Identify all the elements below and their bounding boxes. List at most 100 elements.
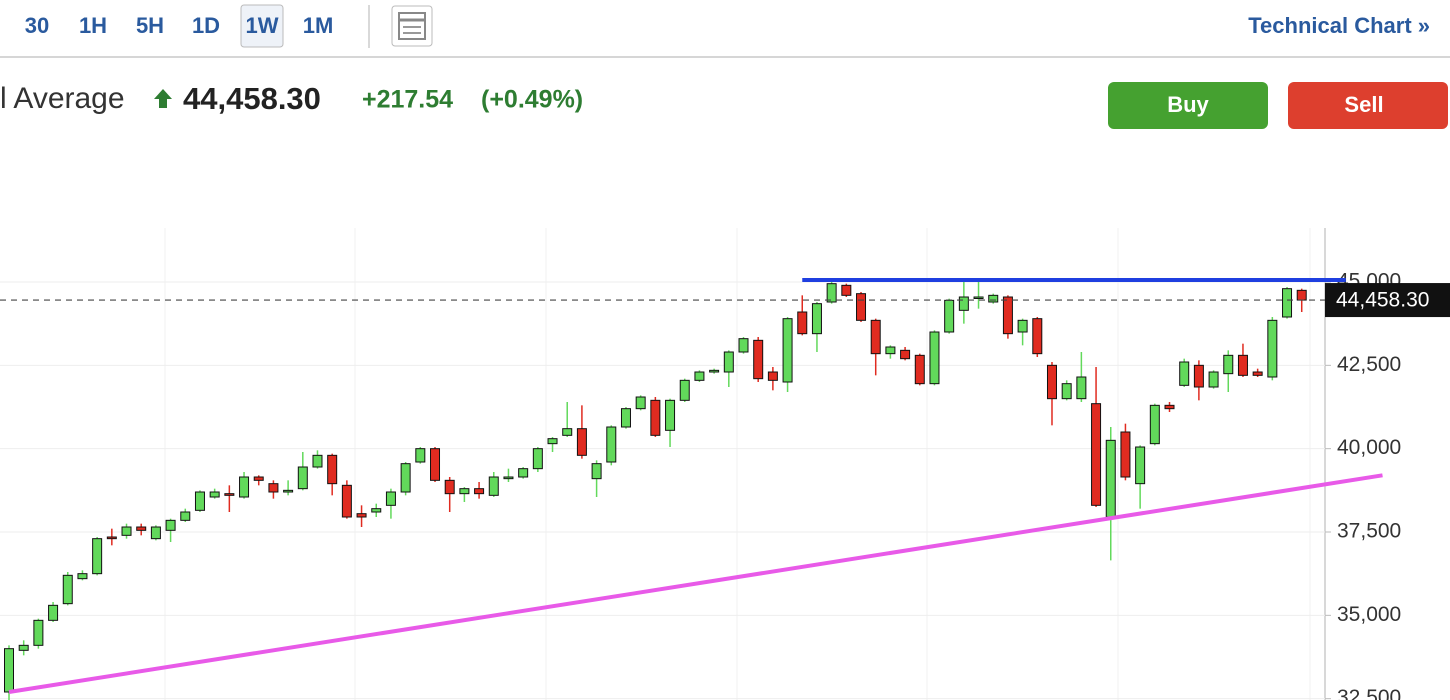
candle-body bbox=[709, 369, 720, 373]
candle-body bbox=[958, 296, 969, 311]
instrument-name: l Average bbox=[0, 82, 125, 115]
candle-body bbox=[797, 311, 808, 335]
buy-label[interactable]: Buy bbox=[1167, 92, 1209, 117]
candle-body bbox=[679, 379, 690, 401]
interval-button[interactable]: 5H bbox=[136, 13, 164, 38]
candle-body bbox=[591, 463, 602, 480]
sell-button[interactable]: Sell bbox=[1288, 82, 1448, 129]
candle-body bbox=[1208, 371, 1219, 388]
candle-body bbox=[1223, 354, 1234, 375]
trendline[interactable] bbox=[8, 473, 1383, 694]
price: 44,458.30 bbox=[183, 81, 321, 116]
candle-body bbox=[415, 448, 426, 463]
candle-body bbox=[1105, 439, 1116, 518]
candle-body bbox=[782, 318, 793, 383]
candle-body bbox=[694, 371, 705, 381]
candle-body bbox=[239, 476, 250, 498]
candle-body bbox=[459, 488, 470, 495]
candle-body bbox=[385, 491, 396, 506]
interval-button[interactable]: 1W bbox=[246, 13, 279, 38]
candle-body bbox=[856, 293, 867, 321]
candle-body bbox=[1076, 376, 1087, 400]
candle-body bbox=[562, 428, 573, 436]
candle-body bbox=[1237, 354, 1248, 376]
candle-body bbox=[77, 573, 88, 580]
last-price-label: 44,458.30 bbox=[1336, 289, 1429, 312]
candle-body bbox=[1282, 288, 1293, 318]
interval-button[interactable]: 1H bbox=[79, 13, 107, 38]
candle-body bbox=[1120, 431, 1131, 478]
y-tick-label: 42,500 bbox=[1337, 353, 1401, 376]
candle-body bbox=[297, 466, 308, 490]
candle-body bbox=[430, 448, 441, 481]
candle-body bbox=[885, 346, 896, 355]
interval-button[interactable]: 30 bbox=[25, 13, 49, 38]
change-percent: (+0.49%) bbox=[481, 86, 583, 114]
candle-body bbox=[1164, 404, 1175, 410]
candle-body bbox=[518, 468, 529, 478]
candle-body bbox=[1091, 403, 1102, 506]
sell-label[interactable]: Sell bbox=[1344, 92, 1383, 117]
candle-body bbox=[973, 296, 984, 299]
sell-button-bg[interactable] bbox=[1288, 82, 1448, 129]
candle-body bbox=[18, 644, 29, 651]
y-tick-label: 35,000 bbox=[1337, 603, 1401, 626]
candle-body bbox=[1296, 289, 1307, 301]
candle-body bbox=[62, 574, 73, 605]
technical-chart-link[interactable]: Technical Chart » bbox=[1248, 13, 1430, 38]
candle-body bbox=[929, 331, 940, 385]
candle-body bbox=[650, 399, 661, 436]
candle-body bbox=[136, 526, 147, 531]
buy-button-bg[interactable] bbox=[1108, 82, 1268, 129]
buy-button[interactable]: Buy bbox=[1108, 82, 1268, 129]
candle-body bbox=[48, 604, 59, 621]
candle-body bbox=[914, 354, 925, 385]
candle-body bbox=[576, 428, 587, 456]
candle-body bbox=[283, 489, 294, 493]
candle-body bbox=[488, 476, 499, 496]
candle-body bbox=[635, 396, 646, 410]
candle-body bbox=[826, 283, 837, 303]
candle-body bbox=[1179, 361, 1190, 386]
vertical-grid bbox=[164, 228, 1311, 700]
change: +217.54 bbox=[362, 86, 453, 114]
candle-body bbox=[474, 488, 485, 495]
last-price-tag bbox=[1325, 283, 1450, 318]
candle-body bbox=[1267, 319, 1278, 378]
candle-body bbox=[106, 536, 117, 540]
candle-body bbox=[224, 493, 235, 496]
candle-body bbox=[606, 426, 617, 463]
candle-body bbox=[532, 448, 543, 470]
interval-button[interactable]: 1D bbox=[192, 13, 220, 38]
candle-body bbox=[723, 351, 734, 373]
interval-button[interactable]: 1M bbox=[303, 13, 334, 38]
candle-body bbox=[1193, 364, 1204, 388]
candle-body bbox=[620, 408, 631, 428]
candle-body bbox=[341, 484, 352, 518]
candle-body bbox=[1032, 318, 1043, 355]
up-arrow bbox=[154, 89, 172, 108]
candle-body bbox=[1061, 383, 1072, 400]
candle-body bbox=[356, 513, 367, 518]
candle-body bbox=[944, 299, 955, 333]
candle-body bbox=[268, 483, 279, 493]
icon bbox=[398, 12, 426, 40]
candle-body bbox=[1149, 404, 1160, 445]
candle-body bbox=[194, 491, 205, 511]
candle-body bbox=[988, 294, 999, 303]
candle-body bbox=[503, 476, 514, 480]
candle-body bbox=[1252, 371, 1263, 376]
candle-body bbox=[92, 538, 103, 575]
candle-body bbox=[665, 399, 676, 431]
y-tick-label: 32,500 bbox=[1337, 686, 1401, 700]
candle-body bbox=[767, 371, 778, 381]
candle-body bbox=[1002, 296, 1013, 335]
layout-button[interactable] bbox=[391, 5, 433, 47]
candle-body bbox=[753, 339, 764, 380]
candle-body bbox=[400, 463, 411, 493]
candle-body bbox=[738, 338, 749, 353]
candle-body bbox=[1017, 319, 1028, 333]
candle-body bbox=[33, 619, 44, 646]
